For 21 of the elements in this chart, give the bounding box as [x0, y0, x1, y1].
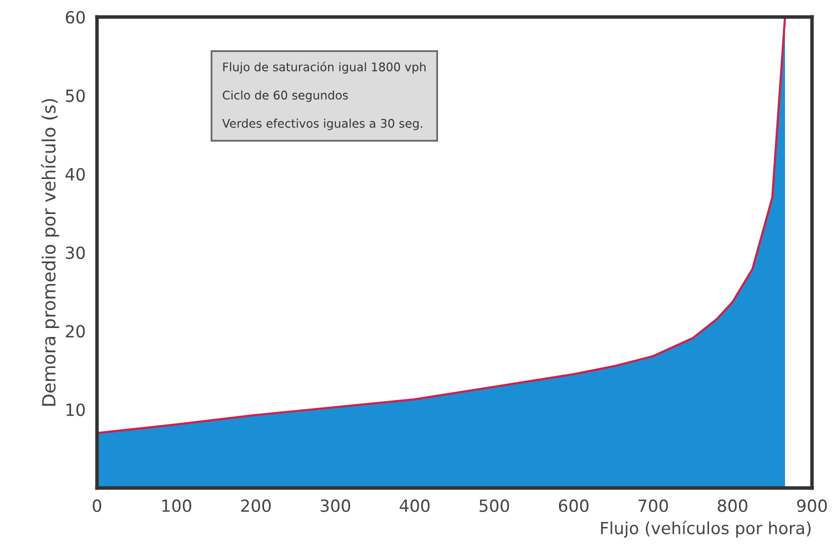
x-tick-label: 200: [241, 499, 271, 512]
y-tick-label: 50: [66, 89, 85, 102]
x-tick-label: 900: [797, 499, 827, 512]
x-tick-label: 500: [480, 499, 510, 512]
y-axis-title: Demora promedio por vehículo (s): [40, 99, 60, 406]
annotation: Verdes efectivos iguales a 30 seg.: [222, 118, 422, 130]
x-tick-label: 600: [558, 499, 588, 512]
x-tick-label: 400: [400, 499, 430, 512]
x-tick-label: 700: [638, 499, 668, 512]
annotation: Ciclo de 60 segundos: [222, 90, 348, 102]
x-tick-label: 300: [320, 499, 350, 512]
x-tick-label: 800: [718, 499, 748, 512]
y-tick-label: 60: [66, 10, 85, 24]
y-tick-label: 40: [65, 168, 85, 181]
annotation: Flujo de saturación igual 1800 vph: [223, 62, 426, 74]
x-tick-label: 100: [162, 499, 192, 512]
y-tick-label: 20: [66, 324, 85, 338]
y-tick-label: 30: [66, 246, 85, 260]
x-axis-title: Flujo (vehículos por hora): [601, 520, 811, 538]
x-tick-label: 0: [92, 499, 102, 512]
y-tick-label: 10: [66, 403, 85, 416]
